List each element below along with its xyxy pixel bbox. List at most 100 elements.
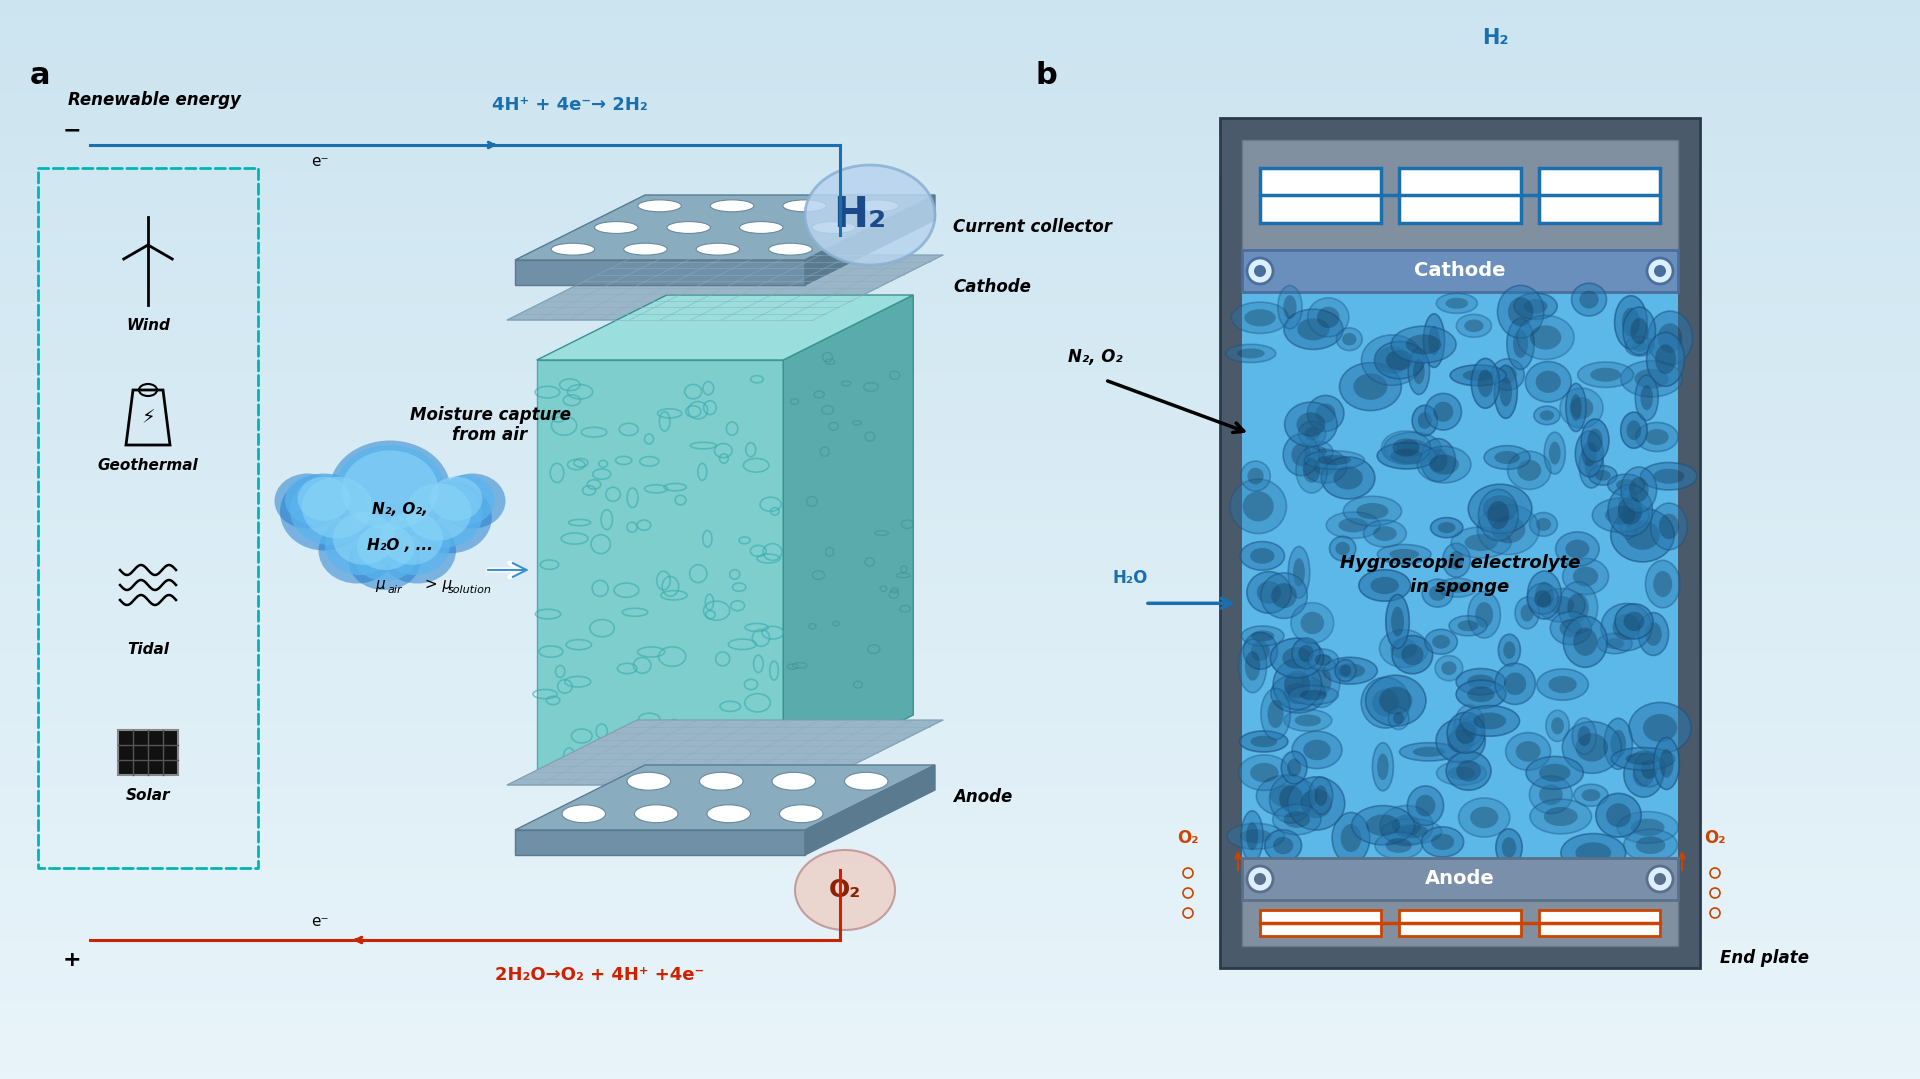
Bar [0, 297, 1920, 302]
Ellipse shape [1267, 700, 1284, 728]
Ellipse shape [1459, 706, 1519, 736]
Ellipse shape [1448, 766, 1475, 780]
Polygon shape [538, 295, 914, 360]
Bar [0, 437, 1920, 442]
Ellipse shape [710, 200, 755, 211]
Bar [0, 836, 1920, 842]
Ellipse shape [1544, 433, 1565, 474]
Bar [0, 108, 1920, 113]
Ellipse shape [1288, 685, 1338, 705]
Ellipse shape [1296, 412, 1325, 437]
Ellipse shape [1507, 318, 1534, 369]
Bar [0, 361, 1920, 367]
Ellipse shape [1572, 628, 1597, 656]
Ellipse shape [1284, 710, 1332, 732]
Text: Renewable energy: Renewable energy [67, 91, 240, 109]
Polygon shape [507, 720, 943, 786]
Circle shape [1254, 873, 1265, 885]
Ellipse shape [1617, 811, 1678, 843]
Ellipse shape [1613, 614, 1640, 640]
Bar [0, 809, 1920, 815]
Bar [0, 966, 1920, 971]
Bar [0, 221, 1920, 227]
Bar [0, 523, 1920, 529]
Bar [1242, 140, 1678, 250]
Ellipse shape [666, 221, 710, 233]
Circle shape [1647, 866, 1672, 892]
Ellipse shape [1498, 285, 1544, 338]
Bar [0, 54, 1920, 59]
Ellipse shape [1392, 636, 1432, 673]
Ellipse shape [1340, 363, 1402, 411]
Ellipse shape [739, 221, 783, 233]
Ellipse shape [854, 200, 899, 211]
Bar [0, 955, 1920, 960]
Bar [0, 81, 1920, 86]
Ellipse shape [330, 440, 451, 540]
Ellipse shape [1630, 819, 1665, 836]
Bar [0, 798, 1920, 804]
Bar [0, 491, 1920, 496]
Bar [0, 820, 1920, 825]
Ellipse shape [1334, 664, 1365, 678]
Ellipse shape [1636, 836, 1665, 853]
Bar [0, 550, 1920, 556]
Ellipse shape [1340, 824, 1361, 852]
Ellipse shape [280, 474, 369, 550]
Bar [0, 604, 1920, 610]
Ellipse shape [319, 518, 396, 584]
Bar [0, 545, 1920, 550]
Ellipse shape [1442, 661, 1457, 675]
Bar [0, 771, 1920, 777]
Ellipse shape [1467, 674, 1494, 688]
Bar [0, 680, 1920, 685]
Ellipse shape [1417, 412, 1432, 428]
Ellipse shape [1551, 718, 1565, 735]
Ellipse shape [1402, 644, 1423, 665]
Bar [0, 971, 1920, 976]
Bar [0, 707, 1920, 712]
Ellipse shape [1624, 830, 1678, 861]
Bar [0, 685, 1920, 691]
Bar [0, 777, 1920, 782]
Bar [0, 372, 1920, 378]
Bar [0, 11, 1920, 16]
Ellipse shape [1624, 751, 1663, 797]
Bar [0, 620, 1920, 626]
Ellipse shape [1588, 428, 1603, 452]
Polygon shape [507, 255, 943, 320]
Text: Tidal: Tidal [127, 642, 169, 657]
Ellipse shape [1375, 342, 1425, 379]
Bar [0, 264, 1920, 270]
Ellipse shape [1286, 759, 1302, 777]
Text: N₂, O₂: N₂, O₂ [1068, 349, 1123, 366]
Bar [0, 998, 1920, 1003]
Ellipse shape [1390, 638, 1417, 659]
Text: 4H⁺ + 4e⁻→ 2H₂: 4H⁺ + 4e⁻→ 2H₂ [492, 96, 647, 114]
Ellipse shape [1488, 501, 1509, 529]
Ellipse shape [1498, 634, 1521, 666]
Ellipse shape [1647, 311, 1692, 365]
Bar [1538, 911, 1661, 935]
Bar [1260, 167, 1380, 222]
Bar [0, 388, 1920, 394]
Bar [0, 275, 1920, 281]
Ellipse shape [1283, 647, 1311, 669]
Bar [0, 1052, 1920, 1057]
Ellipse shape [1308, 650, 1338, 671]
Bar [0, 194, 1920, 200]
Ellipse shape [1258, 581, 1281, 604]
Ellipse shape [1478, 370, 1494, 397]
Ellipse shape [1238, 639, 1267, 693]
Ellipse shape [1482, 495, 1517, 522]
Text: H₂: H₂ [1482, 28, 1509, 47]
Ellipse shape [1515, 741, 1540, 762]
Bar [0, 518, 1920, 523]
Ellipse shape [1292, 638, 1321, 669]
Ellipse shape [1565, 540, 1590, 559]
Ellipse shape [1434, 401, 1453, 422]
Ellipse shape [301, 477, 372, 538]
Ellipse shape [1279, 786, 1302, 812]
Ellipse shape [1574, 784, 1609, 806]
Ellipse shape [1590, 368, 1620, 382]
